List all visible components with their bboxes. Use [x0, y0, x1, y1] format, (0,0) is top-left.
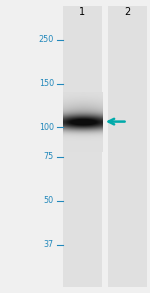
Text: 2: 2 — [124, 7, 131, 17]
Text: 50: 50 — [44, 196, 54, 205]
Bar — [63, 6, 102, 287]
Text: 37: 37 — [44, 240, 54, 249]
Text: 250: 250 — [39, 35, 54, 44]
Text: 1: 1 — [80, 7, 85, 17]
Text: 100: 100 — [39, 123, 54, 132]
Text: 150: 150 — [39, 79, 54, 88]
Bar — [108, 6, 147, 287]
Text: 75: 75 — [44, 152, 54, 161]
